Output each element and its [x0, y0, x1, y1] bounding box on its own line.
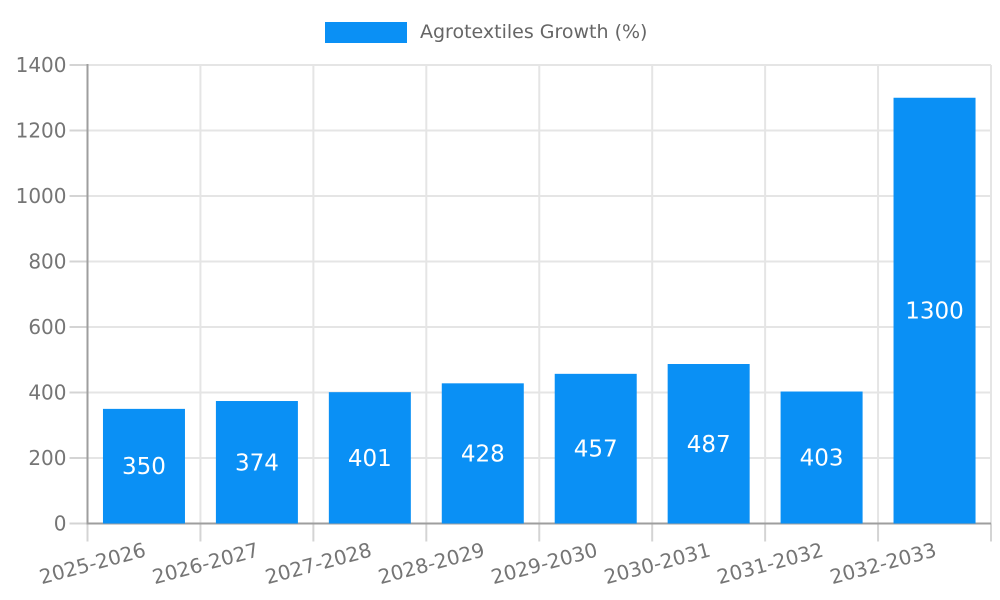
bar-value-label: 1300 [905, 299, 964, 325]
bar-value-label: 487 [687, 432, 731, 458]
x-tick-label: 2029-2030 [489, 538, 601, 589]
bar-value-label: 350 [122, 454, 166, 480]
x-tick-label: 2032-2033 [827, 538, 939, 589]
bar-2028-2029 [441, 383, 524, 524]
bar-value-label: 401 [348, 446, 392, 472]
y-tick-label: 1400 [16, 53, 67, 77]
bar-2026-2027 [215, 401, 298, 524]
bar-2032-2033 [893, 97, 976, 524]
bar-value-label: 374 [235, 450, 279, 476]
bar-value-label: 457 [574, 437, 618, 463]
x-tick-label: 2028-2029 [376, 538, 488, 589]
legend-label: Agrotextiles Growth (%) [420, 21, 648, 43]
y-tick-label: 1200 [16, 119, 67, 143]
y-tick-label: 0 [54, 512, 67, 536]
x-tick-label: 2030-2031 [601, 538, 713, 589]
bar-2027-2028 [328, 392, 411, 524]
bar-value-label: 403 [800, 446, 844, 472]
legend-swatch [325, 21, 407, 43]
y-tick-label: 800 [28, 250, 66, 274]
y-tick-label: 200 [28, 446, 66, 470]
y-tick-label: 1000 [16, 184, 67, 208]
y-tick-label: 400 [28, 381, 66, 405]
y-tick-label: 600 [28, 315, 66, 339]
bar-2029-2030 [554, 373, 637, 524]
bar-2025-2026 [102, 408, 185, 524]
bar-2030-2031 [667, 364, 750, 524]
bar-value-label: 428 [461, 441, 505, 467]
x-tick-label: 2027-2028 [263, 538, 375, 589]
legend: Agrotextiles Growth (%) [325, 21, 647, 43]
x-tick-label: 2025-2026 [37, 538, 149, 589]
x-tick-label: 2031-2032 [714, 538, 826, 589]
bar-2031-2032 [780, 391, 863, 524]
x-tick-label: 2026-2027 [150, 538, 262, 589]
